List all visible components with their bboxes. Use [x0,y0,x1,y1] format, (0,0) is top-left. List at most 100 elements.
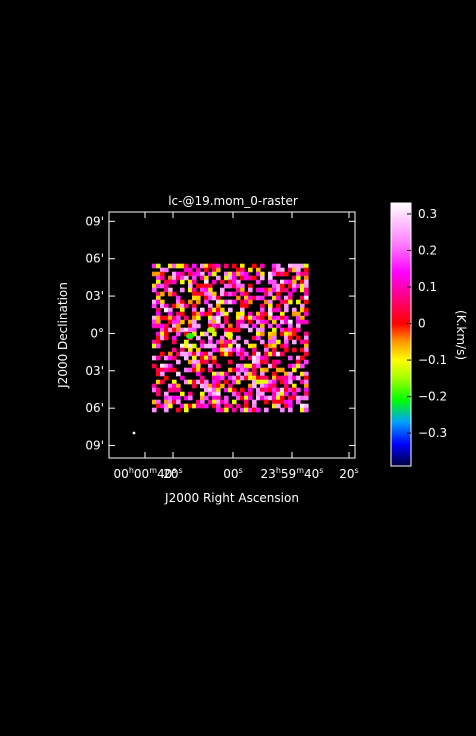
map-pixel [192,291,197,297]
map-pixel [232,375,237,381]
map-pixel [156,367,161,373]
map-pixel [176,371,181,377]
map-pixel [248,295,253,301]
map-pixel [204,395,209,401]
map-pixel [216,403,221,409]
map-pixel [192,367,197,373]
map-pixel [164,279,169,285]
map-pixel [244,403,249,409]
map-pixel [280,367,285,373]
map-pixel [296,275,301,281]
map-pixel [268,299,273,305]
map-pixel [160,379,165,385]
map-pixel [280,343,285,349]
map-pixel [192,363,197,369]
map-pixel [256,379,261,385]
map-pixel [260,339,265,345]
map-pixel [272,383,277,389]
map-pixel [268,351,273,357]
map-pixel [168,279,173,285]
map-pixel [288,375,293,381]
map-pixel [192,287,197,293]
map-pixel [244,367,249,373]
map-pixel [272,359,277,365]
map-pixel [264,355,269,361]
map-pixel [200,379,205,385]
map-pixel [188,279,193,285]
map-pixel [200,271,205,277]
map-pixel [236,335,241,341]
map-pixel [176,275,181,281]
map-pixel [192,311,197,317]
map-pixel [164,307,169,313]
map-pixel [180,303,185,309]
map-pixel [160,303,165,309]
map-pixel [188,403,193,409]
map-pixel [204,379,209,385]
map-pixel [284,375,289,381]
map-pixel [288,319,293,325]
map-pixel [172,275,177,281]
map-pixel [304,383,309,389]
map-pixel [212,403,217,409]
map-pixel [296,335,301,341]
map-pixel [188,323,193,329]
map-pixel [236,311,241,317]
map-pixel [276,375,281,381]
map-pixel [152,383,157,389]
map-pixel [288,279,293,285]
map-pixel [260,379,265,385]
map-pixel [224,387,229,393]
map-pixel [204,355,209,361]
map-pixel [156,343,161,349]
map-pixel [212,307,217,313]
map-pixel [196,267,201,273]
map-pixel [244,339,249,345]
map-pixel [192,295,197,301]
map-pixel [180,279,185,285]
map-pixel [156,299,161,305]
map-pixel [172,367,177,373]
map-pixel [260,319,265,325]
map-pixel [236,279,241,285]
map-pixel [296,327,301,333]
map-pixel [172,387,177,393]
map-pixel [184,343,189,349]
map-pixel [244,391,249,397]
map-pixel [276,307,281,313]
map-pixel [300,271,305,277]
map-pixel [304,395,309,401]
map-pixel [216,295,221,301]
map-pixel [252,399,257,405]
map-pixel [244,407,249,413]
map-pixel [216,387,221,393]
map-pixel [204,311,209,317]
map-pixel [272,387,277,393]
map-pixel [172,263,177,269]
map-pixel [276,367,281,373]
map-pixel [164,331,169,337]
map-pixel [288,295,293,301]
map-pixel [292,311,297,317]
map-pixel [292,347,297,353]
map-pixel [224,291,229,297]
map-pixel [192,355,197,361]
map-pixel [276,271,281,277]
map-pixel [292,383,297,389]
map-pixel [216,347,221,353]
map-pixel [304,311,309,317]
map-pixel [168,403,173,409]
map-pixel [248,387,253,393]
map-pixel [300,403,305,409]
map-pixel [236,351,241,357]
map-pixel [284,295,289,301]
y-tick-label: 03' [85,364,104,378]
map-pixel [192,279,197,285]
map-pixel [300,379,305,385]
map-pixel [196,299,201,305]
map-pixel [304,275,309,281]
map-pixel [160,335,165,341]
map-pixel [264,383,269,389]
map-pixel [192,379,197,385]
map-pixel [160,327,165,333]
